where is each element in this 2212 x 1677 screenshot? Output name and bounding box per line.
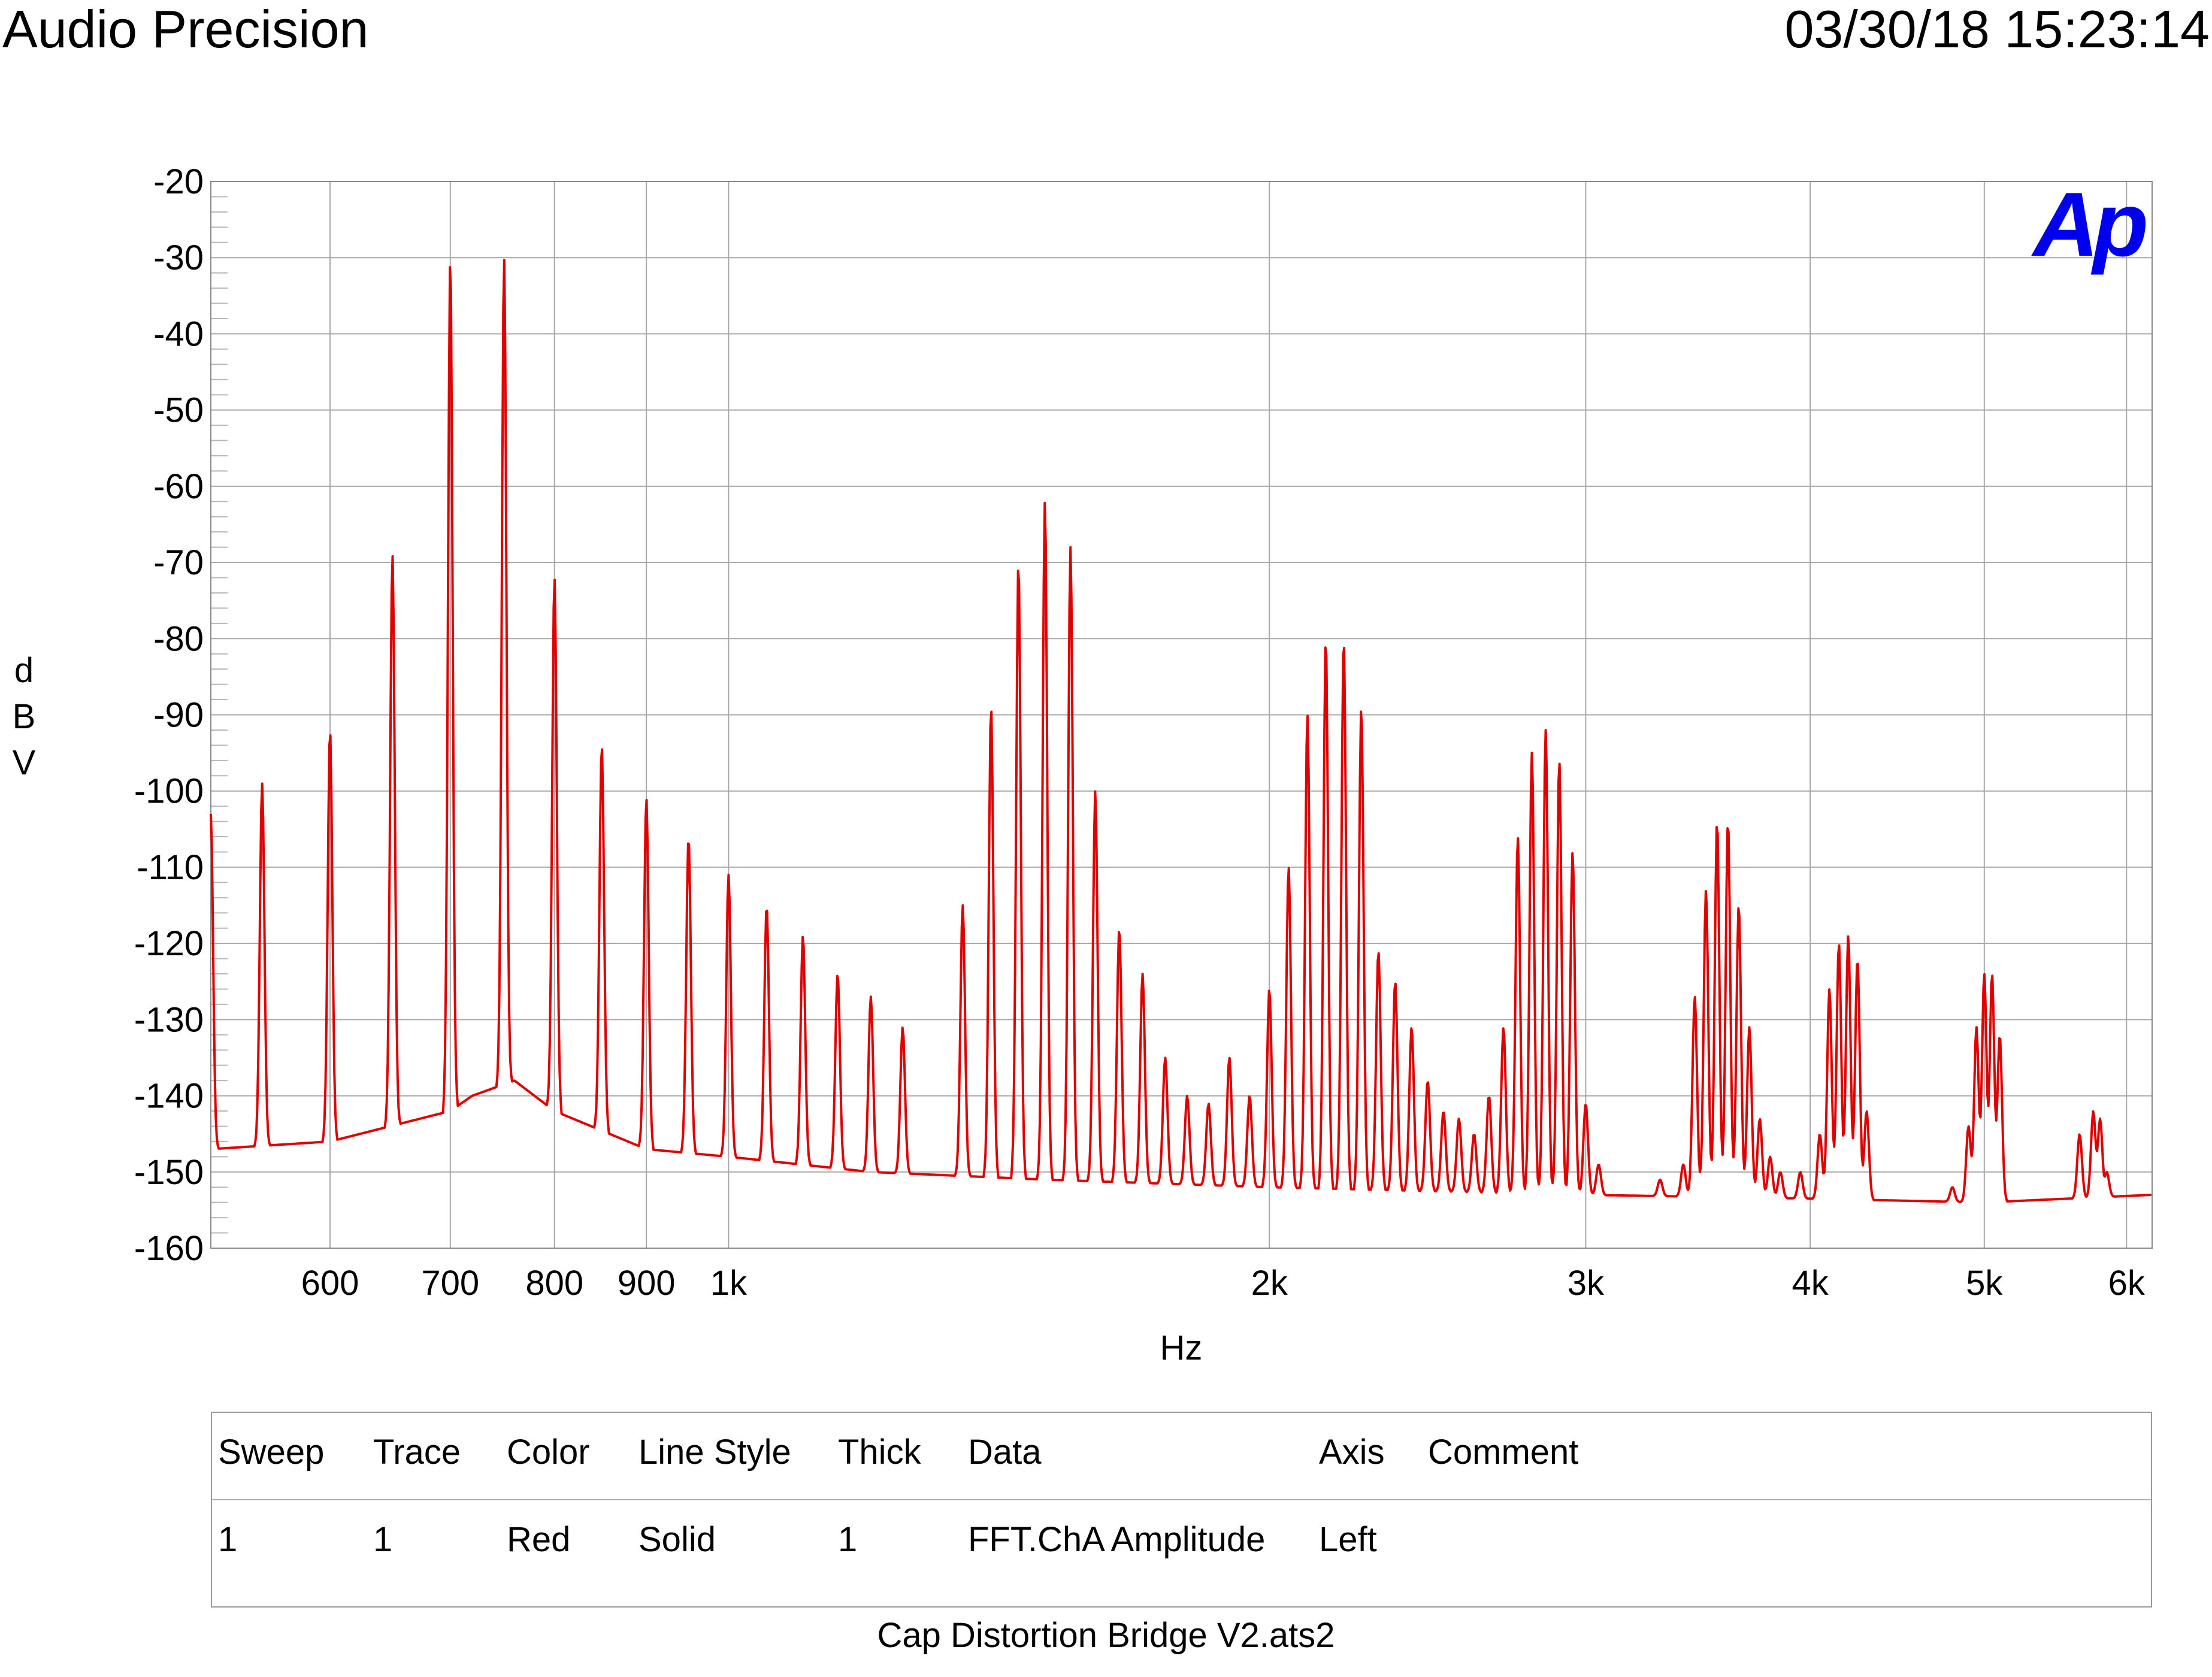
y-tick-label: -40 (153, 314, 204, 353)
cell-axis: Left (1319, 1520, 1377, 1559)
y-tick-label: -70 (153, 543, 204, 582)
x-tick-label: 700 (421, 1264, 479, 1303)
cell-color: Red (507, 1520, 571, 1559)
cell-thick: 1 (838, 1520, 858, 1559)
header-comment: Comment (1428, 1433, 1579, 1472)
x-tick-labels: 600 700 800 900 1k 2k 3k 4k 5k 6k (301, 1264, 2146, 1303)
x-tick-label: 6k (2108, 1264, 2146, 1303)
app-title: Audio Precision (2, 0, 369, 59)
x-axis-label: Hz (1160, 1328, 1203, 1367)
y-tick-label: -50 (153, 391, 204, 430)
cell-data: FFT.ChA Amplitude (968, 1520, 1266, 1559)
ap-logo: Ap (2031, 174, 2146, 276)
grid (211, 181, 2152, 1249)
cell-line-style: Solid (639, 1520, 716, 1559)
legend-table: Sweep Trace Color Line Style Thick Data … (211, 1412, 2152, 1608)
legend-row-divider (212, 1499, 2151, 1500)
x-tick-label: 800 (525, 1264, 583, 1303)
y-tick-label: -80 (153, 619, 204, 658)
x-tick-label: 2k (1251, 1264, 1288, 1303)
series-trace-red (210, 259, 2152, 1203)
header-data: Data (968, 1433, 1042, 1472)
y-axis-label-letter: d (14, 651, 34, 690)
plot-frame (210, 181, 2153, 1249)
y-tick-label: -140 (134, 1077, 204, 1116)
y-tick-label: -110 (137, 848, 204, 887)
header-line-style: Line Style (639, 1433, 791, 1472)
x-tick-label: 600 (301, 1264, 359, 1303)
minor-ticks (211, 196, 228, 1234)
y-tick-label: -120 (134, 924, 204, 963)
y-tick-label: -160 (134, 1229, 204, 1268)
y-axis-label-letter: B (13, 697, 36, 736)
file-name: Cap Distortion Bridge V2.ats2 (877, 1616, 1335, 1655)
y-tick-labels: -20 -30 -40 -50 -60 -70 -80 -90 -100 -110 -120 -130… (134, 162, 204, 1268)
header-axis: Axis (1319, 1433, 1385, 1472)
x-tick-label: 1k (710, 1264, 748, 1303)
timestamp: 03/30/18 15:23:14 (1784, 0, 2210, 59)
x-tick-label: 3k (1568, 1264, 1605, 1303)
fft-chart: -20 -30 -40 -50 -60 -70 -80 -90 -100 -110 -120 -130… (13, 162, 2153, 1367)
header-thick: Thick (838, 1433, 921, 1472)
y-tick-label: -150 (134, 1153, 204, 1192)
y-tick-label: -130 (134, 1000, 204, 1039)
y-tick-label: -30 (153, 238, 204, 277)
y-tick-label: -60 (153, 467, 204, 506)
x-tick-label: 900 (618, 1264, 676, 1303)
y-tick-label: -100 (134, 772, 204, 811)
header-trace: Trace (373, 1433, 461, 1472)
y-axis-label-letter: V (13, 743, 36, 782)
y-tick-label: -20 (153, 162, 204, 201)
x-tick-label: 5k (1966, 1264, 2003, 1303)
cell-sweep: 1 (218, 1520, 238, 1559)
y-axis-label: d B V (13, 651, 36, 782)
header-color: Color (507, 1433, 590, 1472)
x-tick-label: 4k (1792, 1264, 1829, 1303)
cell-trace: 1 (373, 1520, 393, 1559)
y-tick-label: -90 (153, 696, 204, 735)
header-sweep: Sweep (218, 1433, 325, 1472)
